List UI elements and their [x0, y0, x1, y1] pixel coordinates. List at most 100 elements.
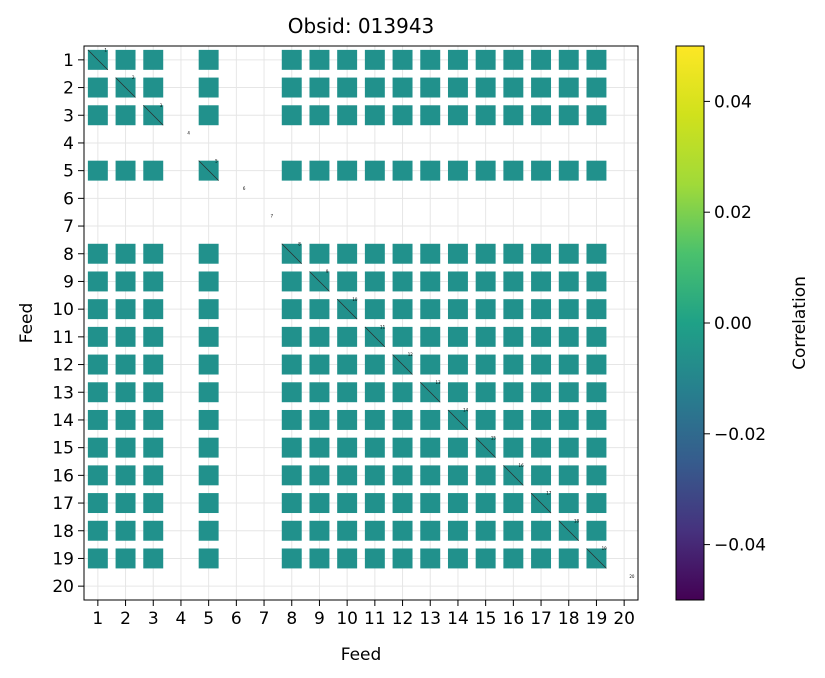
heatmap-cell: [447, 520, 468, 541]
heatmap-cell: [364, 465, 385, 486]
heatmap-cell: [281, 382, 302, 403]
heatmap-cell: [337, 243, 358, 264]
heatmap-cell: [586, 299, 607, 320]
heatmap-cell: [420, 271, 441, 292]
heatmap-cell: [309, 299, 330, 320]
x-tick-label: 6: [231, 609, 242, 629]
heatmap-cell: [392, 326, 413, 347]
heatmap-cell: [309, 243, 330, 264]
heatmap-cell: [586, 520, 607, 541]
heatmap-cell: [503, 409, 524, 430]
heatmap-cell: [503, 493, 524, 514]
y-tick-label: 2: [63, 79, 74, 99]
diagonal-label: 9: [326, 269, 329, 274]
heatmap-cell: [337, 465, 358, 486]
x-tick-label: 13: [419, 609, 441, 629]
x-axis: 1 2 3 4 5 6 7 8 9 10 11 12 13 14 15 16 17 18 19 20: [92, 600, 635, 629]
heatmap-cell: [503, 77, 524, 98]
heatmap-cell: [503, 520, 524, 541]
heatmap-cell: [531, 271, 552, 292]
heatmap-cell: [337, 437, 358, 458]
y-axis-label: Feed: [17, 303, 37, 344]
y-tick-label: 14: [52, 411, 74, 431]
heatmap-cell: [281, 437, 302, 458]
heatmap-cell: [337, 493, 358, 514]
heatmap-cell: [364, 382, 385, 403]
x-tick-label: 11: [364, 609, 386, 629]
heatmap-cell: [558, 409, 579, 430]
heatmap-cell: [586, 465, 607, 486]
y-tick-label: 18: [52, 522, 74, 542]
heatmap-cell: [447, 354, 468, 375]
heatmap-cell: [281, 409, 302, 430]
heatmap-cell: [309, 160, 330, 181]
colorbar-label: Correlation: [790, 276, 810, 370]
heatmap-cell: [87, 299, 108, 320]
heatmap-cell: [531, 160, 552, 181]
y-tick-label: 13: [52, 383, 74, 403]
x-axis-label: Feed: [341, 645, 382, 665]
heatmap-cell: [198, 465, 219, 486]
heatmap-cell: [115, 105, 136, 126]
colorbar-tick-label: 0.02: [714, 203, 752, 223]
heatmap-cell: [87, 77, 108, 98]
diagonal-line: [281, 243, 302, 264]
x-tick-label: 9: [314, 609, 325, 629]
heatmap-cell: [586, 49, 607, 70]
y-tick-label: 17: [52, 494, 74, 514]
diagonal-label: 2: [132, 75, 135, 80]
heatmap-cell: [420, 49, 441, 70]
heatmap-cell: [531, 354, 552, 375]
heatmap-cell: [475, 160, 496, 181]
heatmap-cell: [392, 271, 413, 292]
heatmap-cell: [337, 326, 358, 347]
diagonal-line: [115, 77, 136, 98]
heatmap-cell: [364, 354, 385, 375]
y-tick-label: 11: [52, 328, 74, 348]
heatmap-cell: [364, 77, 385, 98]
heatmap-cell: [475, 271, 496, 292]
heatmap-cell: [309, 465, 330, 486]
diagonal-label: 11: [380, 325, 386, 330]
x-tick-label: 1: [92, 609, 103, 629]
heatmap-cell: [475, 548, 496, 569]
heatmap-cell: [447, 465, 468, 486]
heatmap-cell: [309, 520, 330, 541]
heatmap-cell: [115, 520, 136, 541]
heatmap-cell: [503, 326, 524, 347]
heatmap-cell: [586, 437, 607, 458]
y-tick-label: 15: [52, 439, 74, 459]
heatmap-cell: [447, 299, 468, 320]
heatmap-cell: [115, 271, 136, 292]
heatmap-cell: [115, 465, 136, 486]
heatmap-cell: [281, 326, 302, 347]
diagonal-label: 14: [463, 408, 469, 413]
heatmap-cell: [198, 493, 219, 514]
heatmap-cell: [447, 243, 468, 264]
heatmap-cell: [558, 382, 579, 403]
heatmap-cell: [503, 437, 524, 458]
heatmap-cell: [503, 271, 524, 292]
diagonal-line: [198, 160, 219, 181]
x-tick-label: 15: [475, 609, 497, 629]
colorbar-tick-label: 0.00: [714, 314, 752, 334]
heatmap-cell: [337, 409, 358, 430]
heatmap-cell: [503, 160, 524, 181]
heatmap-cell: [531, 520, 552, 541]
diagonal-label: 19: [602, 546, 608, 551]
x-tick-label: 17: [530, 609, 552, 629]
y-tick-label: 19: [52, 549, 74, 569]
heatmap-cell: [503, 354, 524, 375]
heatmap-cell: [475, 409, 496, 430]
diagonal-label: 16: [519, 463, 525, 468]
heatmap-cell: [447, 437, 468, 458]
heatmap-cell: [337, 382, 358, 403]
heatmap-cell: [143, 160, 164, 181]
diagonal-label: 8: [298, 241, 301, 246]
heatmap-cell: [143, 77, 164, 98]
heatmap-cell: [392, 437, 413, 458]
diagonal-line: [475, 437, 496, 458]
heatmap-cell: [115, 409, 136, 430]
heatmap-cell: [198, 520, 219, 541]
heatmap-cell: [420, 77, 441, 98]
